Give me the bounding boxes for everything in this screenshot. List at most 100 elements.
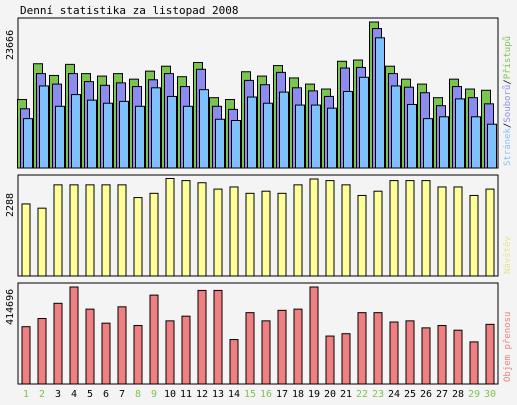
- x-tick-label: 27: [436, 389, 448, 400]
- bar-visits-5: [85, 184, 95, 277]
- bar-transfer-19: [309, 286, 319, 385]
- x-tick-label: 29: [468, 389, 480, 400]
- side-legend-item: /: [503, 79, 513, 84]
- bar-Stránek-20: [327, 107, 337, 169]
- bar-transfer-24: [389, 321, 399, 385]
- bar-Stránek-14: [231, 119, 241, 169]
- bar-transfer-15: [245, 312, 255, 385]
- side-legend-item: Stránek: [503, 127, 513, 166]
- x-tick-label: 16: [260, 389, 272, 400]
- bar-transfer-3: [53, 302, 63, 385]
- bar-visits-22: [357, 194, 367, 277]
- x-tick-label: 5: [87, 389, 93, 400]
- bar-visits-2: [37, 207, 47, 277]
- bar-Stránek-27: [439, 116, 449, 169]
- bar-visits-30: [485, 188, 495, 277]
- bar-transfer-16: [261, 320, 271, 385]
- bar-Stránek-10: [167, 95, 177, 169]
- bar-Stránek-3: [55, 105, 65, 169]
- bar-Stránek-12: [199, 89, 209, 169]
- bar-visits-29: [469, 194, 479, 277]
- bar-visits-8: [133, 197, 143, 277]
- x-tick-label: 28: [452, 389, 464, 400]
- x-tick-label: 26: [420, 389, 432, 400]
- panel-frame: [17, 282, 499, 385]
- x-tick-label: 7: [119, 389, 125, 400]
- x-tick-label: 8: [135, 389, 141, 400]
- panel-frame: [17, 174, 499, 277]
- x-tick-label: 19: [308, 389, 320, 400]
- x-tick-label: 23: [372, 389, 384, 400]
- bar-visits-3: [53, 184, 63, 277]
- bar-visits-10: [165, 177, 175, 277]
- bar-transfer-8: [133, 325, 143, 385]
- x-tick-label: 14: [228, 389, 240, 400]
- bar-Stránek-5: [87, 99, 97, 169]
- bar-transfer-2: [37, 318, 47, 385]
- bar-visits-13: [213, 188, 223, 277]
- bar-visits-20: [325, 180, 335, 277]
- x-tick-label: 24: [388, 389, 400, 400]
- y-max-label: 414696: [5, 289, 16, 325]
- bar-Stránek-22: [359, 76, 369, 169]
- bar-visits-7: [117, 184, 127, 277]
- bar-transfer-18: [293, 308, 303, 385]
- bar-Stránek-11: [183, 105, 193, 169]
- bar-transfer-10: [165, 320, 175, 385]
- bar-transfer-4: [69, 286, 79, 385]
- bar-Stránek-19: [311, 104, 321, 169]
- bar-transfer-9: [149, 294, 159, 385]
- x-tick-label: 9: [151, 389, 157, 400]
- bar-visits-1: [21, 203, 31, 277]
- bar-visits-15: [245, 192, 255, 277]
- x-tick-label: 4: [71, 389, 77, 400]
- bar-Stránek-29: [471, 116, 481, 169]
- bar-visits-27: [437, 186, 447, 277]
- chart-title: Denní statistika za listopad 2008: [20, 4, 239, 17]
- bar-transfer-25: [405, 320, 415, 385]
- bar-transfer-14: [229, 339, 239, 385]
- bar-transfer-6: [101, 322, 111, 385]
- x-tick-label: 21: [340, 389, 352, 400]
- bar-visits-6: [101, 184, 111, 277]
- x-axis-labels: 1 2 3 4 5 6 7 8 9 10 11 12 13 14 15 16 17 18 19 20 21 22 23 24 2…: [23, 389, 496, 400]
- bar-visits-12: [197, 182, 207, 277]
- bar-Stránek-8: [135, 105, 145, 169]
- bar-Stránek-26: [423, 118, 433, 169]
- bar-transfer-23: [373, 312, 383, 385]
- x-tick-label: 11: [180, 389, 192, 400]
- bar-Stránek-18: [295, 104, 305, 169]
- bar-Stránek-6: [103, 102, 113, 169]
- bar-Stránek-16: [263, 102, 273, 169]
- side-legend-item: Přístupů: [502, 36, 513, 79]
- side-legend-item: Návštěv: [502, 236, 513, 274]
- bar-visits-9: [149, 192, 159, 277]
- panel-transfer: 414696 Objem přenosu: [5, 282, 513, 385]
- bar-visits-28: [453, 186, 463, 277]
- bar-visits-23: [373, 190, 383, 277]
- bar-visits-26: [421, 180, 431, 277]
- x-tick-label: 25: [404, 389, 416, 400]
- x-tick-label: 18: [292, 389, 304, 400]
- bar-transfer-22: [357, 312, 367, 385]
- bar-Stránek-7: [119, 100, 129, 169]
- bar-visits-24: [389, 180, 399, 277]
- x-tick-label: 22: [356, 389, 368, 400]
- x-tick-label: 30: [484, 389, 496, 400]
- bar-transfer-30: [485, 323, 495, 385]
- bar-visits-25: [405, 180, 415, 277]
- x-tick-label: 10: [164, 389, 176, 400]
- x-tick-label: 15: [244, 389, 256, 400]
- bar-transfer-26: [421, 327, 431, 385]
- bar-transfer-1: [21, 326, 31, 385]
- bar-visits-11: [181, 180, 191, 277]
- bar-transfer-13: [213, 289, 223, 385]
- bar-transfer-21: [341, 333, 351, 385]
- bar-Stránek-23: [375, 37, 385, 169]
- chart-panels: 23666Stránek/Souborů/Přístupů2288Návštěv…: [5, 17, 513, 385]
- bar-Stránek-25: [407, 103, 417, 169]
- bar-visits-16: [261, 190, 271, 277]
- side-legend-item: Objem přenosu: [503, 312, 513, 382]
- bar-transfer-12: [197, 289, 207, 385]
